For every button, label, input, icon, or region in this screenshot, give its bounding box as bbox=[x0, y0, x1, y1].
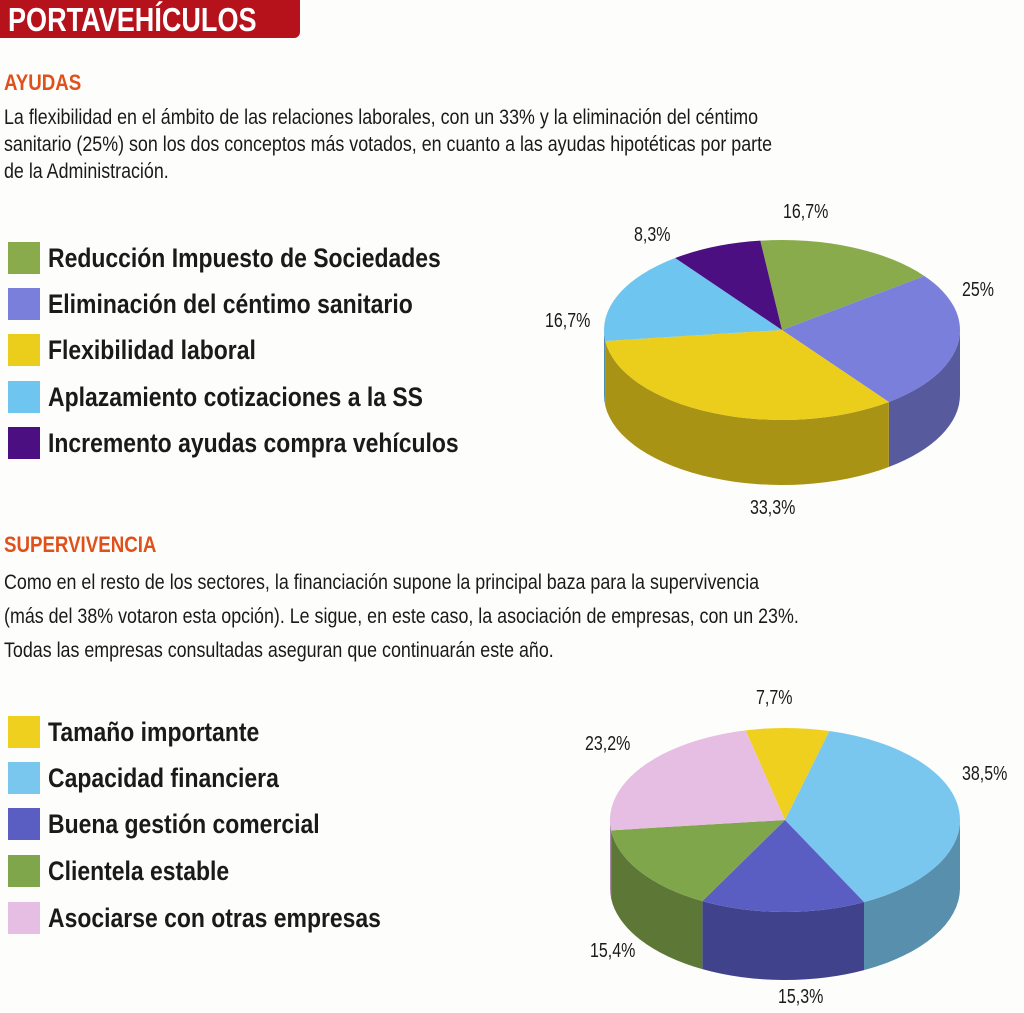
legend-swatch bbox=[8, 762, 40, 794]
legend-label: Incremento ayudas compra vehículos bbox=[48, 427, 459, 458]
legend-item: Capacidad financiera bbox=[8, 761, 320, 795]
legend-swatch bbox=[8, 334, 40, 366]
header-banner: PORTAVEHÍCULOS bbox=[0, 0, 300, 38]
legend-item: Eliminación del céntimo sanitario bbox=[8, 287, 477, 321]
legend-item: Clientela estable bbox=[8, 854, 261, 888]
legend-label: Asociarse con otras empresas bbox=[48, 902, 381, 933]
pie-slice bbox=[675, 240, 782, 330]
section-title-supervivencia: SUPERVIVENCIA bbox=[4, 532, 157, 557]
slice-label: 16,7% bbox=[545, 310, 591, 332]
legend-swatch bbox=[8, 902, 40, 934]
paragraph-line: sanitario (25%) son los dos conceptos má… bbox=[4, 133, 773, 156]
header-title: PORTAVEHÍCULOS bbox=[8, 1, 257, 38]
pie-slice bbox=[745, 728, 830, 820]
legend-swatch bbox=[8, 808, 40, 840]
slice-label: 16,7% bbox=[783, 201, 829, 223]
pie-slice-side bbox=[702, 901, 865, 981]
pie-slice-side bbox=[611, 830, 703, 970]
legend-item: Flexibilidad laboral bbox=[8, 333, 293, 367]
legend-swatch bbox=[8, 855, 40, 887]
pie-slice-side bbox=[605, 340, 889, 485]
section-paragraph-supervivencia: Como en el resto de los sectores, la fin… bbox=[4, 566, 799, 668]
pie-slice bbox=[785, 731, 961, 903]
legend-swatch bbox=[8, 427, 40, 459]
legend-label: Tamaño importante bbox=[48, 716, 260, 747]
pie-slice bbox=[702, 820, 865, 913]
paragraph-line: de la Administración. bbox=[4, 160, 169, 183]
paragraph-line: Todas las empresas consultadas aseguran … bbox=[4, 639, 554, 662]
legend-label: Reducción Impuesto de Sociedades bbox=[48, 242, 441, 273]
section-title-ayudas: AYUDAS bbox=[4, 70, 82, 95]
section-paragraph-ayudas: La flexibilidad en el ámbito de las rela… bbox=[4, 104, 772, 185]
slice-label: 15,3% bbox=[778, 986, 824, 1008]
pie-slice-side bbox=[610, 820, 612, 899]
paragraph-line: (más del 38% votaron esta opción). Le si… bbox=[4, 605, 799, 628]
legend-swatch bbox=[8, 242, 40, 274]
slice-label: 7,7% bbox=[756, 687, 793, 709]
legend-item: Aplazamiento cotizaciones a la SS bbox=[8, 380, 489, 414]
legend-label: Buena gestión comercial bbox=[48, 808, 320, 839]
slice-label: 8,3% bbox=[634, 224, 671, 246]
slice-label: 33,3% bbox=[750, 497, 796, 519]
pie-slice-side bbox=[604, 330, 606, 406]
paragraph-line: Como en el resto de los sectores, la fin… bbox=[4, 571, 760, 594]
legend-swatch bbox=[8, 381, 40, 413]
pie-chart-1 bbox=[604, 240, 960, 485]
legend-item: Asociarse con otras empresas bbox=[8, 901, 440, 935]
slice-label: 15,4% bbox=[590, 940, 636, 962]
paragraph-line: La flexibilidad en el ámbito de las rela… bbox=[4, 106, 759, 129]
slice-label: 23,2% bbox=[585, 733, 631, 755]
legend-swatch bbox=[8, 288, 40, 320]
pie-slice bbox=[782, 275, 960, 402]
pie-slice bbox=[610, 730, 785, 831]
pie-slice-side bbox=[864, 820, 960, 971]
pie-slice bbox=[604, 258, 782, 341]
legend-item: Buena gestión comercial bbox=[8, 807, 368, 841]
pie-slice bbox=[611, 820, 785, 902]
slice-label: 25% bbox=[962, 279, 995, 301]
legend-item: Incremento ayudas compra vehículos bbox=[8, 426, 531, 460]
legend-label: Eliminación del céntimo sanitario bbox=[48, 288, 413, 319]
legend-label: Capacidad financiera bbox=[48, 762, 279, 793]
pie-slice bbox=[760, 240, 925, 330]
legend-swatch bbox=[8, 716, 40, 748]
pie-chart-2 bbox=[610, 728, 961, 981]
legend-item: Tamaño importante bbox=[8, 715, 297, 749]
slice-label: 38,5% bbox=[962, 763, 1008, 785]
legend-label: Flexibilidad laboral bbox=[48, 334, 256, 365]
pie-slice-side bbox=[888, 330, 960, 467]
legend-item: Reducción Impuesto de Sociedades bbox=[8, 241, 510, 275]
legend-label: Aplazamiento cotizaciones a la SS bbox=[48, 381, 423, 412]
legend-label: Clientela estable bbox=[48, 855, 230, 886]
pie-slice bbox=[605, 330, 889, 421]
